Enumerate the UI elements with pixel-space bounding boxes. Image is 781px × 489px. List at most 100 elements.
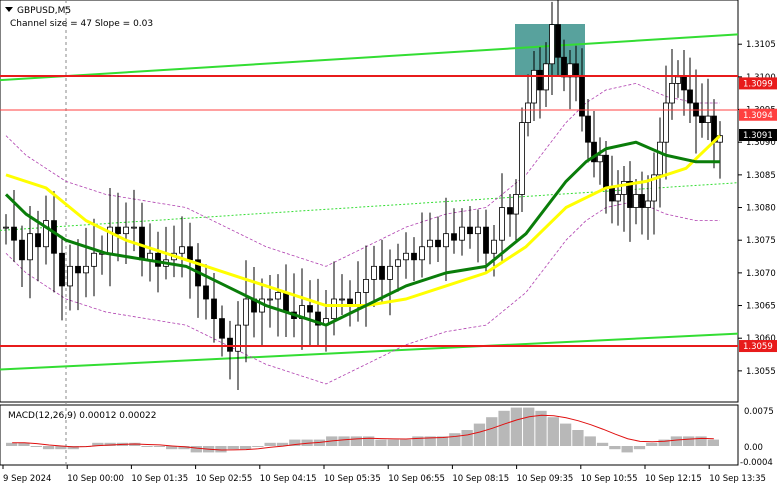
price-tag-bg [739,108,777,121]
candle [379,239,385,304]
macd-bar [363,436,375,446]
candle-body [155,252,161,267]
price-tag-label: 1.3099 [743,79,773,89]
candle [549,1,555,95]
candle-body [451,233,457,241]
candle-body [411,252,417,261]
macd-bar [264,442,276,446]
time-tick-label: 10 Sep 09:35 [517,474,574,484]
macd-bar [42,446,55,450]
price-tag-bg [739,77,777,90]
candle-body [275,292,281,300]
time-tick-label: 9 Sep 2024 [3,474,51,484]
macd-tick: -0.0004 [740,458,773,468]
candle-body [227,337,233,352]
candle-body [573,63,579,78]
candle [651,152,657,235]
candle [519,107,525,213]
candle [499,173,505,262]
macd-bar [646,442,658,446]
candle [27,206,33,299]
candle-body [663,102,669,143]
price-tag-bg [739,340,777,353]
macd-bar [658,439,670,446]
candle-body [115,226,121,235]
macd-bar [276,442,289,446]
candle [615,170,621,226]
symbol-label: GBPUSD,M5 [17,6,71,16]
macd-bar [399,439,412,446]
macd-label: MACD(12,26,9) 0.00012 0.00022 [8,411,157,421]
candle [621,165,627,232]
macd-frame [0,404,739,466]
macd-tick: 0.00 [744,443,763,453]
candle-body [67,265,73,287]
candle-body [363,278,369,293]
candle-body [467,226,473,235]
candle-body [75,265,81,274]
candle-body [203,285,209,300]
candle-body [91,252,97,267]
triangle-down-icon[interactable] [5,7,13,12]
macd-bar [498,410,510,446]
candle [267,275,273,328]
candle-body [235,324,241,352]
slow-ma-line [4,140,720,327]
macd-bar [18,442,30,446]
candle-body [555,24,561,58]
candle [123,202,129,265]
candle-body [639,194,645,208]
price-tag-label: 1.3091 [743,131,773,141]
candle-body [123,226,129,235]
macd-bar [141,446,153,447]
time-axis: 9 Sep 2024 10 Sep 00:00 10 Sep 01:35 10 Sep… [2,465,766,484]
candle [307,280,313,346]
candle-body [561,56,567,78]
candle-body [219,318,225,339]
macd-bar [30,446,42,447]
candle-body [83,265,89,274]
candle-body [669,83,675,104]
candle [75,239,81,311]
time-tick-label: 10 Sep 13:35 [709,474,766,484]
candle [3,214,9,245]
candle [331,261,337,336]
candle [475,209,481,263]
candle-body [519,122,525,195]
channel-lower-line [0,332,739,371]
candle [657,117,663,208]
candle [59,235,65,321]
candle-body [211,298,217,320]
candle-body [427,239,433,248]
candle [395,243,401,292]
candle-body [475,226,481,235]
macd-tick: 0.0075 [744,407,774,417]
macd-bar [55,446,67,450]
macd-bar [387,439,399,446]
candle [645,175,651,240]
macd-bar [239,446,252,450]
candle-body [603,154,609,189]
macd-bar [6,442,18,446]
candle-body [657,141,663,176]
candle-body [507,207,513,215]
time-tick-label: 10 Sep 00:00 [67,474,124,484]
candle-body [549,24,555,65]
candle-body [419,246,425,261]
candle [275,274,281,337]
macd-bar [547,417,559,446]
candle [591,111,597,178]
candle-body [315,311,321,326]
price-tick-label: 1.3070 [746,269,776,279]
candle [513,179,519,241]
candle [387,249,393,316]
candle [537,47,543,119]
macd-bar [584,436,596,446]
candle [597,137,603,185]
candle-body [51,220,57,254]
candle-body [633,194,639,208]
lower-envelope-line [5,200,720,385]
macd-bar [683,436,695,446]
candle [43,195,49,265]
